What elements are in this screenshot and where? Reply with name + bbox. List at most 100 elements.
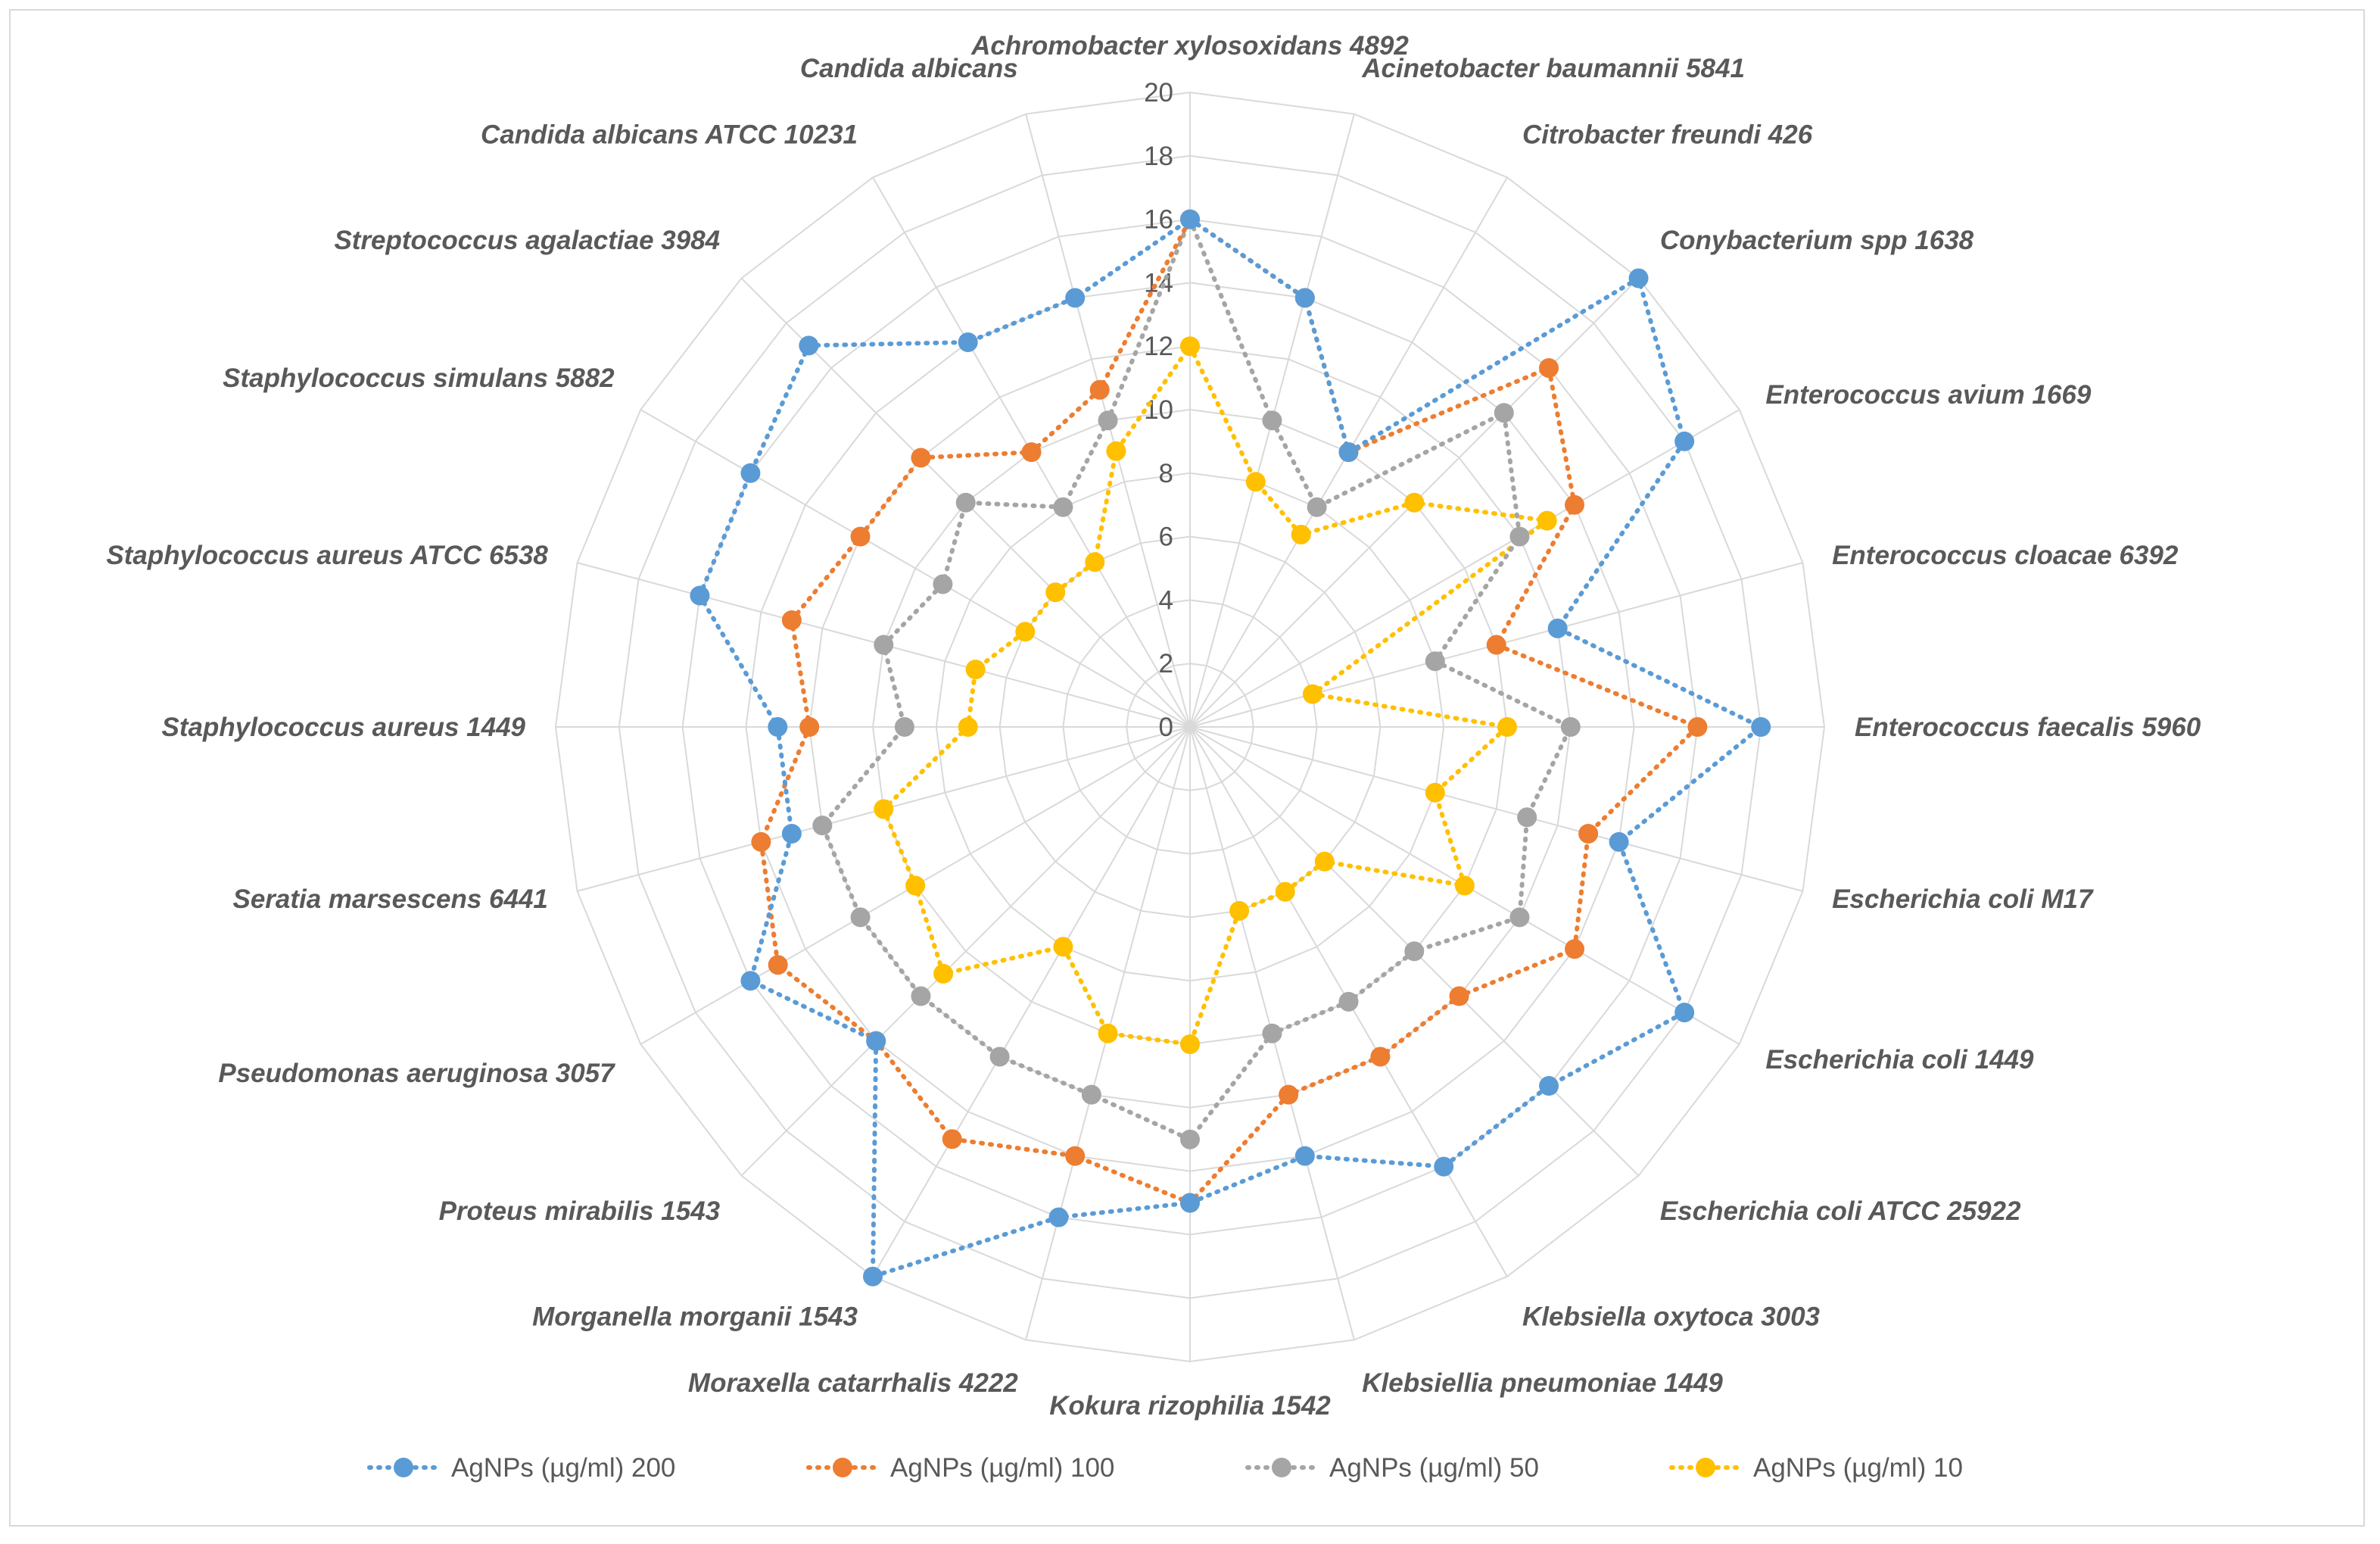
series-point: [1180, 1034, 1200, 1054]
series-point: [1674, 1003, 1695, 1023]
series-point: [1449, 986, 1469, 1006]
series-0: [690, 209, 1771, 1287]
legend-item-3: AgNPs (µg/ml) 10: [1669, 1453, 1963, 1483]
series-point: [1609, 831, 1629, 852]
series-point: [911, 448, 931, 468]
legend-label: AgNPs (µg/ml) 200: [451, 1453, 675, 1483]
series-point: [768, 955, 788, 975]
series-point: [1106, 441, 1126, 461]
series-point: [905, 875, 926, 896]
series-point: [1454, 875, 1475, 896]
series-point: [955, 492, 976, 513]
legend-marker: [1272, 1458, 1291, 1477]
series-point: [1404, 941, 1425, 962]
legend-item-0: AgNPs (µg/ml) 200: [367, 1453, 675, 1483]
series-point: [965, 660, 986, 680]
legend-marker: [1696, 1458, 1715, 1477]
series-point: [1229, 900, 1250, 921]
category-label: Conybacterium spp 1638: [1660, 226, 1974, 255]
series-point: [799, 717, 820, 737]
series-line: [697, 216, 1765, 1280]
series-point: [1509, 907, 1530, 928]
series-point: [1045, 582, 1066, 603]
series-point: [866, 1031, 886, 1051]
grid-spoke-15: [740, 726, 1191, 1177]
legend-item-1: AgNPs (µg/ml) 100: [806, 1453, 1114, 1483]
series-point: [1494, 403, 1514, 423]
category-label: Staphylococcus simulans 5882: [223, 363, 615, 393]
series-point: [1180, 336, 1200, 357]
category-label: Achromobacter xylosoxidans 4892: [970, 31, 1409, 61]
series-point: [1275, 881, 1295, 902]
category-label: Enterococcus avium 1669: [1765, 380, 2091, 410]
series-point: [1539, 1076, 1559, 1096]
series-point: [1098, 1023, 1118, 1043]
series-layer: [690, 209, 1771, 1287]
tick-label-10: 10: [1144, 395, 1173, 425]
series-point: [933, 963, 954, 984]
category-label: Staphylococcus aureus ATCC 6538: [106, 541, 548, 570]
category-label: Enterococcus cloacae 6392: [1832, 541, 2179, 570]
category-label: Citrobacter freundi 426: [1522, 120, 1813, 150]
series-point: [740, 971, 761, 991]
series-point: [1370, 1046, 1391, 1067]
series-point: [1497, 717, 1517, 737]
series-point: [740, 463, 761, 483]
category-label: Seratia marsescens 6441: [232, 884, 547, 914]
series-point: [894, 717, 914, 737]
tick-label-2: 2: [1159, 649, 1173, 678]
legend-label: AgNPs (µg/ml) 10: [1753, 1453, 1963, 1483]
series-point: [1425, 651, 1445, 672]
series-point: [874, 635, 894, 655]
series-point: [1053, 937, 1073, 957]
series-point: [1517, 807, 1537, 828]
grid-spoke-14: [872, 726, 1191, 1277]
series-point: [812, 816, 833, 836]
category-label: Escherichia coli ATCC 25922: [1660, 1196, 2021, 1226]
series-3: [874, 336, 1557, 1054]
series-point: [781, 610, 802, 631]
series-point: [1015, 622, 1036, 642]
series-point: [1404, 492, 1425, 513]
series-point: [751, 831, 771, 852]
series-point: [1294, 288, 1315, 308]
series-point: [1262, 410, 1282, 431]
series-point: [690, 585, 710, 606]
legend-label: AgNPs (µg/ml) 100: [890, 1453, 1114, 1483]
category-label: Candida albicans: [800, 54, 1018, 83]
series-point: [958, 332, 978, 352]
series-point: [1180, 209, 1200, 229]
series-point: [1674, 431, 1695, 451]
tick-label-0: 0: [1159, 713, 1173, 742]
category-label: Moraxella catarrhalis 4222: [688, 1368, 1018, 1398]
category-label: Streptococcus agalactiae 3984: [334, 226, 720, 255]
series-point: [1628, 268, 1649, 289]
series-point: [1425, 782, 1445, 803]
tick-label-8: 8: [1159, 459, 1173, 488]
series-point: [799, 335, 819, 356]
series-point: [1302, 684, 1322, 704]
series-point: [1180, 1129, 1200, 1149]
series-point: [1307, 497, 1327, 517]
category-label: Enterococcus faecalis 5960: [1855, 713, 2201, 742]
series-point: [1021, 442, 1042, 463]
series-point: [1565, 494, 1585, 515]
category-label: Escherichia coli M17: [1832, 884, 2094, 914]
category-label: Klebsiellia pneumoniae 1449: [1362, 1368, 1723, 1398]
series-point: [1687, 717, 1708, 737]
series-point: [989, 1046, 1010, 1067]
series-point: [863, 1266, 883, 1287]
series-point: [1065, 288, 1086, 308]
category-label: Pseudomonas aeruginosa 3057: [218, 1059, 615, 1088]
series-point: [1085, 552, 1105, 572]
series-2: [812, 209, 1581, 1149]
series-point: [1338, 442, 1359, 463]
legend-label: AgNPs (µg/ml) 50: [1329, 1453, 1539, 1483]
category-label: Escherichia coli 1449: [1765, 1045, 2034, 1075]
series-point: [1291, 524, 1311, 544]
category-label: Staphylococcus aureus 1449: [162, 713, 526, 742]
series-point: [1537, 510, 1557, 531]
series-point: [942, 1129, 962, 1149]
